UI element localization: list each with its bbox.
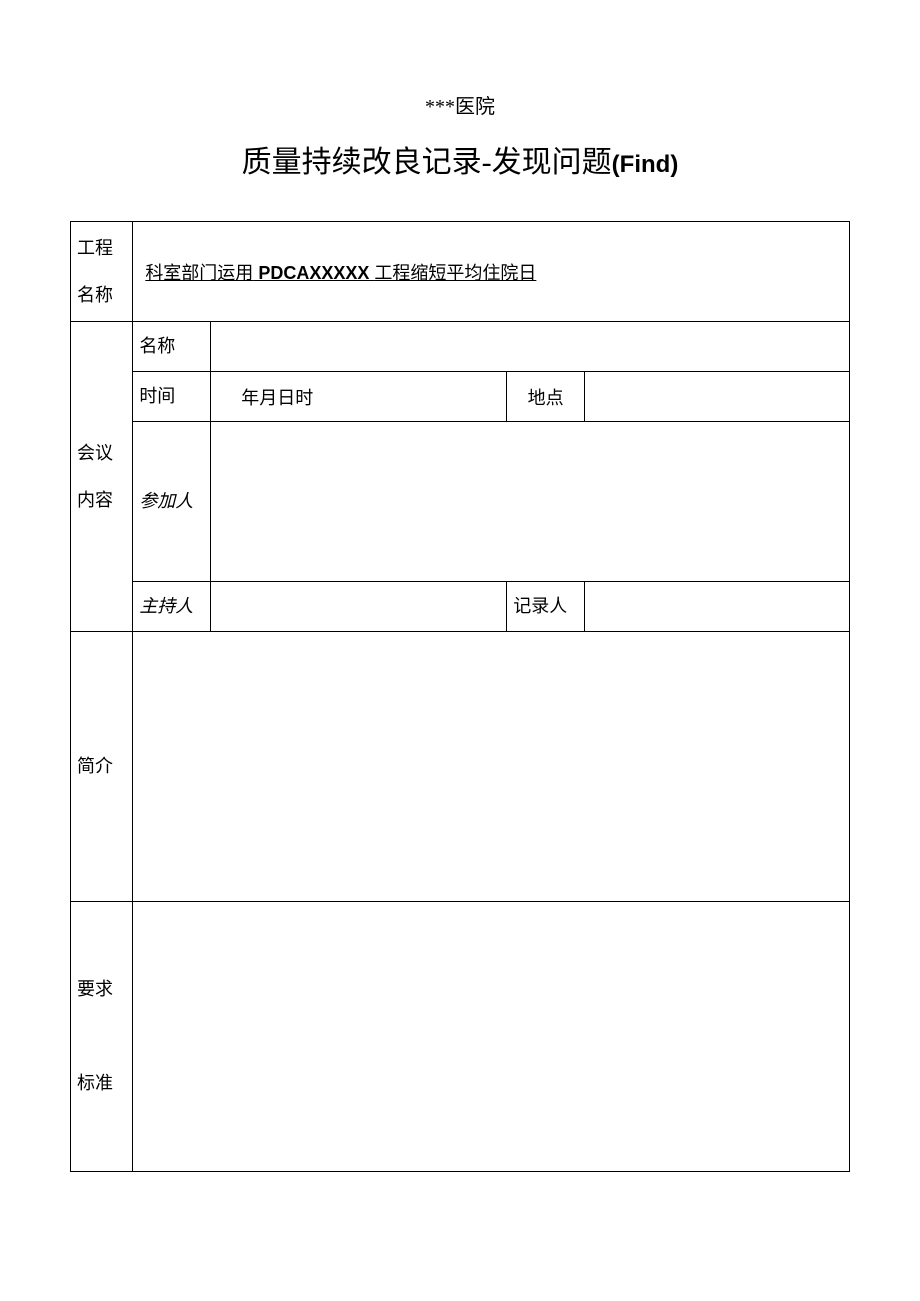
project-desc-bold: PDCAXXXXX (253, 263, 374, 283)
title-suffix: (Find) (612, 151, 679, 178)
host-value (211, 582, 507, 632)
requirements-row: 要求 标准 (71, 902, 850, 1172)
quality-improvement-form: 工程名称 科室部门运用 PDCAXXXXX 工程缩短平均住院日 会议内容 名称 … (70, 221, 850, 1172)
intro-row: 简介 (71, 632, 850, 902)
page-title: 质量持续改良记录-发现问题(Find) (70, 137, 850, 181)
time-value: 年月日时 (211, 372, 507, 422)
time-label: 时间 (133, 372, 211, 422)
host-row: 主持人 记录人 (71, 582, 850, 632)
requirements-label: 要求 标准 (71, 902, 133, 1172)
recorder-value (585, 582, 850, 632)
location-value (585, 372, 850, 422)
requirements-label-1: 要求 (77, 979, 113, 999)
meeting-time-row: 时间 年月日时 地点 (71, 372, 850, 422)
project-desc-prefix: 科室部门运用 (145, 263, 253, 283)
project-desc-suffix: 工程缩短平均住院日 (374, 263, 536, 283)
location-label: 地点 (507, 372, 585, 422)
project-desc: 科室部门运用 PDCAXXXXX 工程缩短平均住院日 (139, 263, 536, 283)
participants-label: 参加人 (133, 422, 211, 582)
hospital-name: ***医院 (70, 90, 850, 119)
project-name-label: 工程名称 (71, 222, 133, 322)
project-desc-cell: 科室部门运用 PDCAXXXXX 工程缩短平均住院日 (133, 222, 850, 322)
recorder-label: 记录人 (507, 582, 585, 632)
meeting-name-row: 会议内容 名称 (71, 322, 850, 372)
requirements-value (133, 902, 850, 1172)
project-row: 工程名称 科室部门运用 PDCAXXXXX 工程缩短平均住院日 (71, 222, 850, 322)
intro-label: 简介 (71, 632, 133, 902)
name-value (211, 322, 850, 372)
participants-row: 参加人 (71, 422, 850, 582)
host-label: 主持人 (133, 582, 211, 632)
requirements-label-2: 标准 (77, 1073, 113, 1093)
participants-value (211, 422, 850, 582)
intro-value (133, 632, 850, 902)
name-label: 名称 (133, 322, 211, 372)
meeting-label: 会议内容 (71, 322, 133, 632)
title-prefix: 质量持续改良记录-发现问题 (242, 146, 612, 179)
